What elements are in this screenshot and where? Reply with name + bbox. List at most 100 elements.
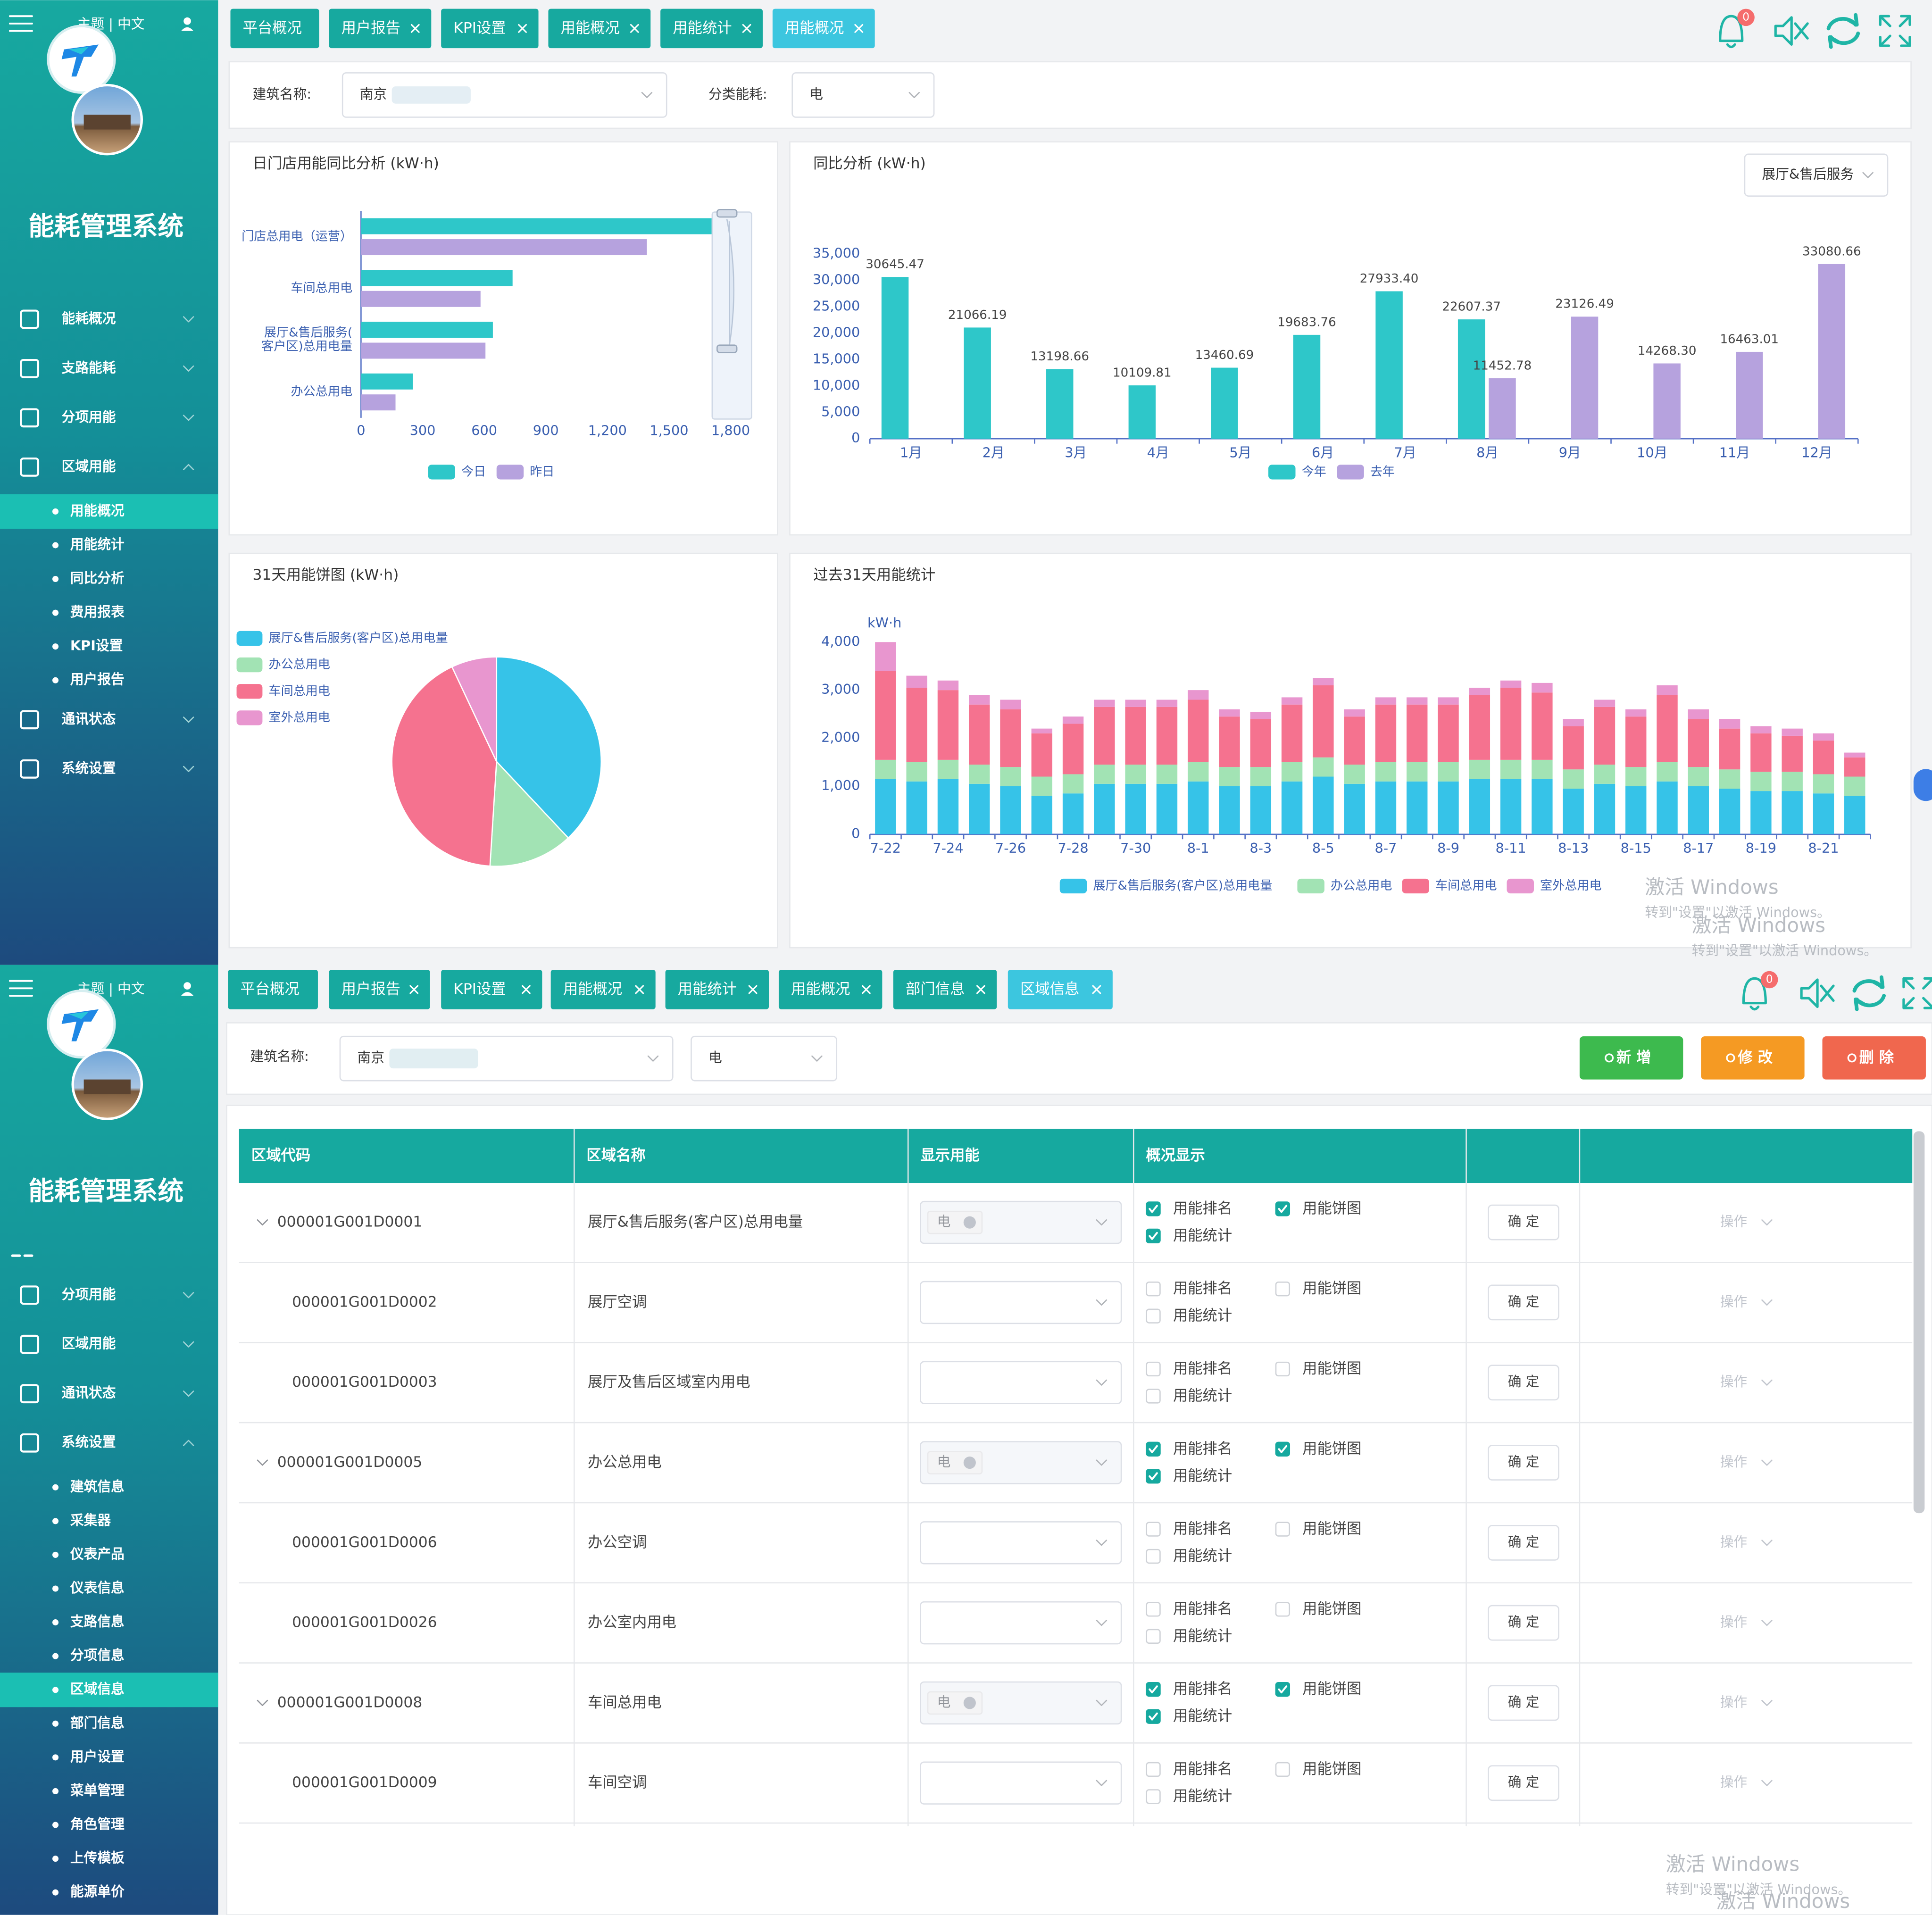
tab-label[interactable]: 区域信息 [1020, 981, 1079, 998]
confirm-label[interactable]: 确 定 [1508, 1534, 1540, 1550]
tab[interactable] [660, 8, 763, 49]
category-select[interactable] [791, 72, 935, 118]
energy-select[interactable] [920, 1281, 1122, 1324]
tab[interactable] [228, 970, 318, 1009]
menu-item[interactable]: 区域用能 [62, 458, 116, 474]
action-dropdown[interactable]: 操作 [1720, 1374, 1747, 1390]
tab-close[interactable] [522, 985, 531, 994]
building-select[interactable] [339, 1035, 674, 1082]
tab-close[interactable] [518, 24, 527, 33]
confirm-button[interactable] [1488, 1524, 1559, 1561]
submenu-item[interactable]: 角色管理 [70, 1816, 125, 1832]
checkbox[interactable] [1146, 1308, 1161, 1324]
action-dropdown[interactable]: 操作 [1720, 1293, 1747, 1309]
tab[interactable] [441, 970, 542, 1009]
confirm-label[interactable]: 确 定 [1508, 1374, 1540, 1390]
action-button-label[interactable]: 新 增 [1616, 1049, 1651, 1066]
confirm-label[interactable]: 确 定 [1508, 1293, 1540, 1309]
menu-item[interactable]: 区域用能 [62, 1335, 116, 1351]
pie-slice[interactable] [489, 761, 569, 867]
tab-close[interactable] [854, 24, 864, 33]
checkbox[interactable] [1146, 1522, 1161, 1537]
action-button[interactable] [1701, 1036, 1805, 1080]
checkbox-label[interactable]: 用能统计 [1173, 1467, 1232, 1484]
user-icon[interactable] [183, 17, 191, 25]
checkbox-label[interactable]: 用能统计 [1173, 1548, 1232, 1565]
checkbox-label[interactable]: 用能饼图 [1302, 1681, 1361, 1698]
menu-toggle[interactable] [8, 15, 33, 32]
submenu-item[interactable]: KPI设置 [70, 638, 123, 654]
submenu-item[interactable]: 用户报告 [70, 671, 125, 687]
checkbox[interactable] [1275, 1201, 1291, 1216]
checkbox-label[interactable]: 用能排名 [1173, 1200, 1232, 1217]
menu-item[interactable]: 系统设置 [62, 760, 116, 776]
menu-item[interactable]: 通讯状态 [62, 711, 116, 727]
submenu-item[interactable]: 仪表产品 [70, 1546, 125, 1562]
tab[interactable] [230, 8, 319, 49]
menu-toggle[interactable] [8, 980, 33, 997]
submenu-item[interactable]: 用能统计 [70, 536, 125, 552]
checkbox-label[interactable]: 用能统计 [1173, 1227, 1232, 1244]
tab[interactable] [550, 970, 656, 1009]
fullscreen-icon[interactable] [1879, 15, 1911, 47]
submenu-item[interactable]: 仪表信息 [70, 1580, 125, 1596]
checkbox-label[interactable]: 用能饼图 [1302, 1520, 1361, 1537]
confirm-button[interactable] [1488, 1765, 1559, 1801]
tab[interactable] [548, 8, 651, 49]
legend-label[interactable]: 车间总用电 [268, 684, 330, 698]
tab-label[interactable]: 用户报告 [341, 981, 400, 998]
action-button-label[interactable]: 删 除 [1859, 1049, 1894, 1066]
tab-label[interactable]: 用能统计 [673, 19, 732, 36]
legend-label[interactable]: 展厅&售后服务(客户区)总用电量 [268, 631, 448, 645]
tab-close[interactable] [1092, 985, 1101, 994]
legend-label[interactable]: 今年 [1302, 465, 1326, 479]
checkbox[interactable] [1146, 1602, 1161, 1617]
checkbox[interactable] [1146, 1389, 1161, 1404]
mute-icon[interactable] [1774, 16, 1809, 46]
menu-item[interactable]: 分项用能 [62, 1286, 116, 1302]
confirm-label[interactable]: 确 定 [1508, 1774, 1540, 1790]
tab-label[interactable]: 部门信息 [906, 981, 965, 998]
checkbox[interactable] [1146, 1709, 1161, 1724]
confirm-button[interactable] [1488, 1445, 1559, 1481]
tab[interactable] [778, 970, 883, 1009]
tab[interactable] [893, 970, 997, 1009]
checkbox[interactable] [1146, 1549, 1161, 1564]
action-dropdown[interactable]: 操作 [1720, 1774, 1747, 1790]
checkbox[interactable] [1146, 1469, 1161, 1484]
tab[interactable] [329, 970, 430, 1009]
tab-close[interactable] [409, 985, 419, 994]
checkbox[interactable] [1146, 1228, 1161, 1244]
scrollbar[interactable] [1913, 1131, 1925, 1514]
bell-icon[interactable] [1719, 15, 1744, 49]
submenu-item[interactable]: 建筑信息 [70, 1478, 125, 1494]
confirm-label[interactable]: 确 定 [1508, 1694, 1540, 1710]
tab-close[interactable] [742, 24, 751, 33]
submenu-item[interactable]: 上传模板 [70, 1850, 125, 1866]
submenu-item[interactable]: 部门信息 [70, 1715, 125, 1731]
tab-close[interactable] [635, 985, 644, 994]
action-button-label[interactable]: 修 改 [1737, 1049, 1773, 1066]
submenu-item[interactable]: 用能概况 [70, 502, 125, 518]
tab-close[interactable] [976, 985, 985, 994]
checkbox[interactable] [1275, 1762, 1291, 1777]
checkbox-label[interactable]: 用能统计 [1173, 1627, 1232, 1644]
energy-select[interactable] [920, 1521, 1122, 1565]
energy-select[interactable] [920, 1761, 1122, 1805]
confirm-label[interactable]: 确 定 [1508, 1614, 1540, 1630]
menu-item[interactable]: 能耗概况 [62, 310, 116, 326]
menu-item[interactable]: 支路能耗 [62, 359, 116, 375]
checkbox-label[interactable]: 用能饼图 [1302, 1360, 1361, 1377]
checkbox-label[interactable]: 用能排名 [1173, 1600, 1232, 1617]
checkbox-label[interactable]: 用能统计 [1173, 1707, 1232, 1724]
checkbox-label[interactable]: 用能饼图 [1302, 1200, 1361, 1217]
submenu-item[interactable]: 菜单管理 [70, 1782, 125, 1798]
checkbox[interactable] [1146, 1762, 1161, 1777]
tab-close[interactable] [748, 985, 758, 994]
tab[interactable] [1008, 970, 1113, 1009]
tab-label[interactable]: 平台概况 [240, 981, 299, 998]
yoy-select[interactable] [1744, 153, 1889, 197]
menu-item[interactable]: 通讯状态 [62, 1385, 116, 1401]
checkbox-label[interactable]: 用能饼图 [1302, 1280, 1361, 1297]
bell-icon[interactable] [1742, 977, 1767, 1011]
